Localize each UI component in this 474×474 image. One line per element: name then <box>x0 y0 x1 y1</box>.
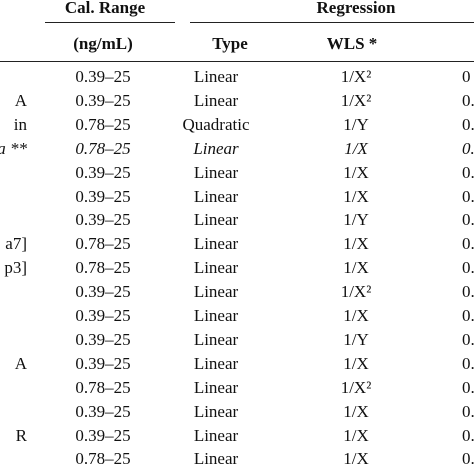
cell: p3] <box>4 258 27 278</box>
cell: 0. <box>462 377 474 397</box>
cell: R <box>15 425 27 445</box>
cell: 0.78–25 <box>75 234 131 254</box>
cell: Linear <box>193 377 239 397</box>
cell: 0. <box>462 138 474 158</box>
cell: A <box>14 90 27 110</box>
cell: Linear <box>193 401 239 421</box>
cell: in <box>13 114 27 134</box>
cell: 0. <box>462 353 474 373</box>
cell: Linear <box>193 162 239 182</box>
rule <box>0 61 474 62</box>
cell: 1/X <box>343 234 369 254</box>
cell: Linear <box>193 90 239 110</box>
cell: 0.78–25 <box>75 138 131 158</box>
cell: 0.78–25 <box>75 114 131 134</box>
cell: 0.39–25 <box>75 329 131 349</box>
cell: 0.39–25 <box>75 210 131 230</box>
cell: 0. <box>462 186 474 206</box>
cell: 0. <box>462 234 474 254</box>
cell: 1/X <box>343 186 369 206</box>
cell: 0. <box>462 258 474 278</box>
cell: 0. <box>462 162 474 182</box>
cell: 0.39–25 <box>75 90 131 110</box>
cell: Linear <box>193 449 239 469</box>
cell: 1/X <box>343 425 369 445</box>
cell: 1/X <box>344 138 368 158</box>
cell: 0. <box>462 329 474 349</box>
cell: Quadratic <box>182 114 250 134</box>
cell: Linear <box>193 186 239 206</box>
cell: A <box>14 353 27 373</box>
cell: Linear <box>193 282 239 302</box>
cell: Linear <box>193 258 239 278</box>
cell: 1/X² <box>340 377 372 397</box>
cell: 0 <box>462 67 471 86</box>
cell: 0. <box>462 282 474 302</box>
cell: 0.39–25 <box>75 353 131 373</box>
header-cell: Type <box>212 34 248 53</box>
cell: Linear <box>193 353 239 373</box>
cell: 1/X <box>343 306 369 325</box>
header-cell: (ng/mL) <box>73 34 133 53</box>
cell: Linear <box>193 234 239 254</box>
cell: 0.39–25 <box>75 306 131 325</box>
cell: 0. <box>462 425 474 445</box>
cell: 1/Y <box>343 114 369 134</box>
cell: 0. <box>462 306 474 325</box>
cell: Linear <box>193 306 239 325</box>
cell: 1/X <box>343 162 369 182</box>
cell: a7] <box>5 234 27 254</box>
header-cell: Cal. Range <box>64 0 146 17</box>
cell: Linear <box>193 329 239 349</box>
cell: 1/X <box>343 449 369 469</box>
cell: Linear <box>193 138 239 158</box>
cell: 1/Y <box>343 210 369 230</box>
cell: 0.39–25 <box>75 67 131 86</box>
cell: 0.39–25 <box>75 401 131 421</box>
cell: 0. <box>462 114 474 134</box>
cell: 0.39–25 <box>75 162 131 182</box>
cell: 0. <box>462 210 474 230</box>
cell: 1/X² <box>340 90 372 110</box>
cell: 0.78–25 <box>75 377 131 397</box>
rule <box>45 22 175 23</box>
header-cell: Regression <box>316 0 396 17</box>
cell: Linear <box>193 425 239 445</box>
cell: 1/X <box>343 353 369 373</box>
header-cell: WLS * <box>326 34 378 53</box>
cell: 0. <box>462 401 474 421</box>
cell: 0. <box>462 449 474 469</box>
cell: a ** <box>0 138 27 158</box>
cell: 1/X² <box>340 282 372 302</box>
cell: Linear <box>193 67 239 86</box>
cell: 0.39–25 <box>75 282 131 302</box>
cell: 1/X <box>343 258 369 278</box>
cell: 0. <box>462 90 474 110</box>
cell: 0.39–25 <box>75 186 131 206</box>
cell: 0.78–25 <box>75 449 131 469</box>
rule <box>190 22 474 23</box>
cell: 1/X <box>343 401 369 421</box>
cell: 0.39–25 <box>75 425 131 445</box>
cell: 0.78–25 <box>75 258 131 278</box>
cell: 1/X² <box>340 67 372 86</box>
cell: Linear <box>193 210 239 230</box>
cell: 1/Y <box>343 329 369 349</box>
